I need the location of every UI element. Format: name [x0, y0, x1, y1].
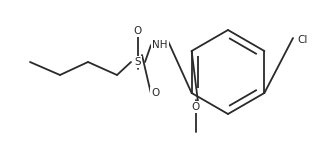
Text: S: S — [135, 57, 141, 67]
Text: O: O — [134, 26, 142, 36]
Text: NH: NH — [152, 40, 168, 50]
Text: O: O — [192, 102, 200, 112]
Text: Cl: Cl — [298, 35, 308, 45]
Text: O: O — [151, 88, 159, 98]
